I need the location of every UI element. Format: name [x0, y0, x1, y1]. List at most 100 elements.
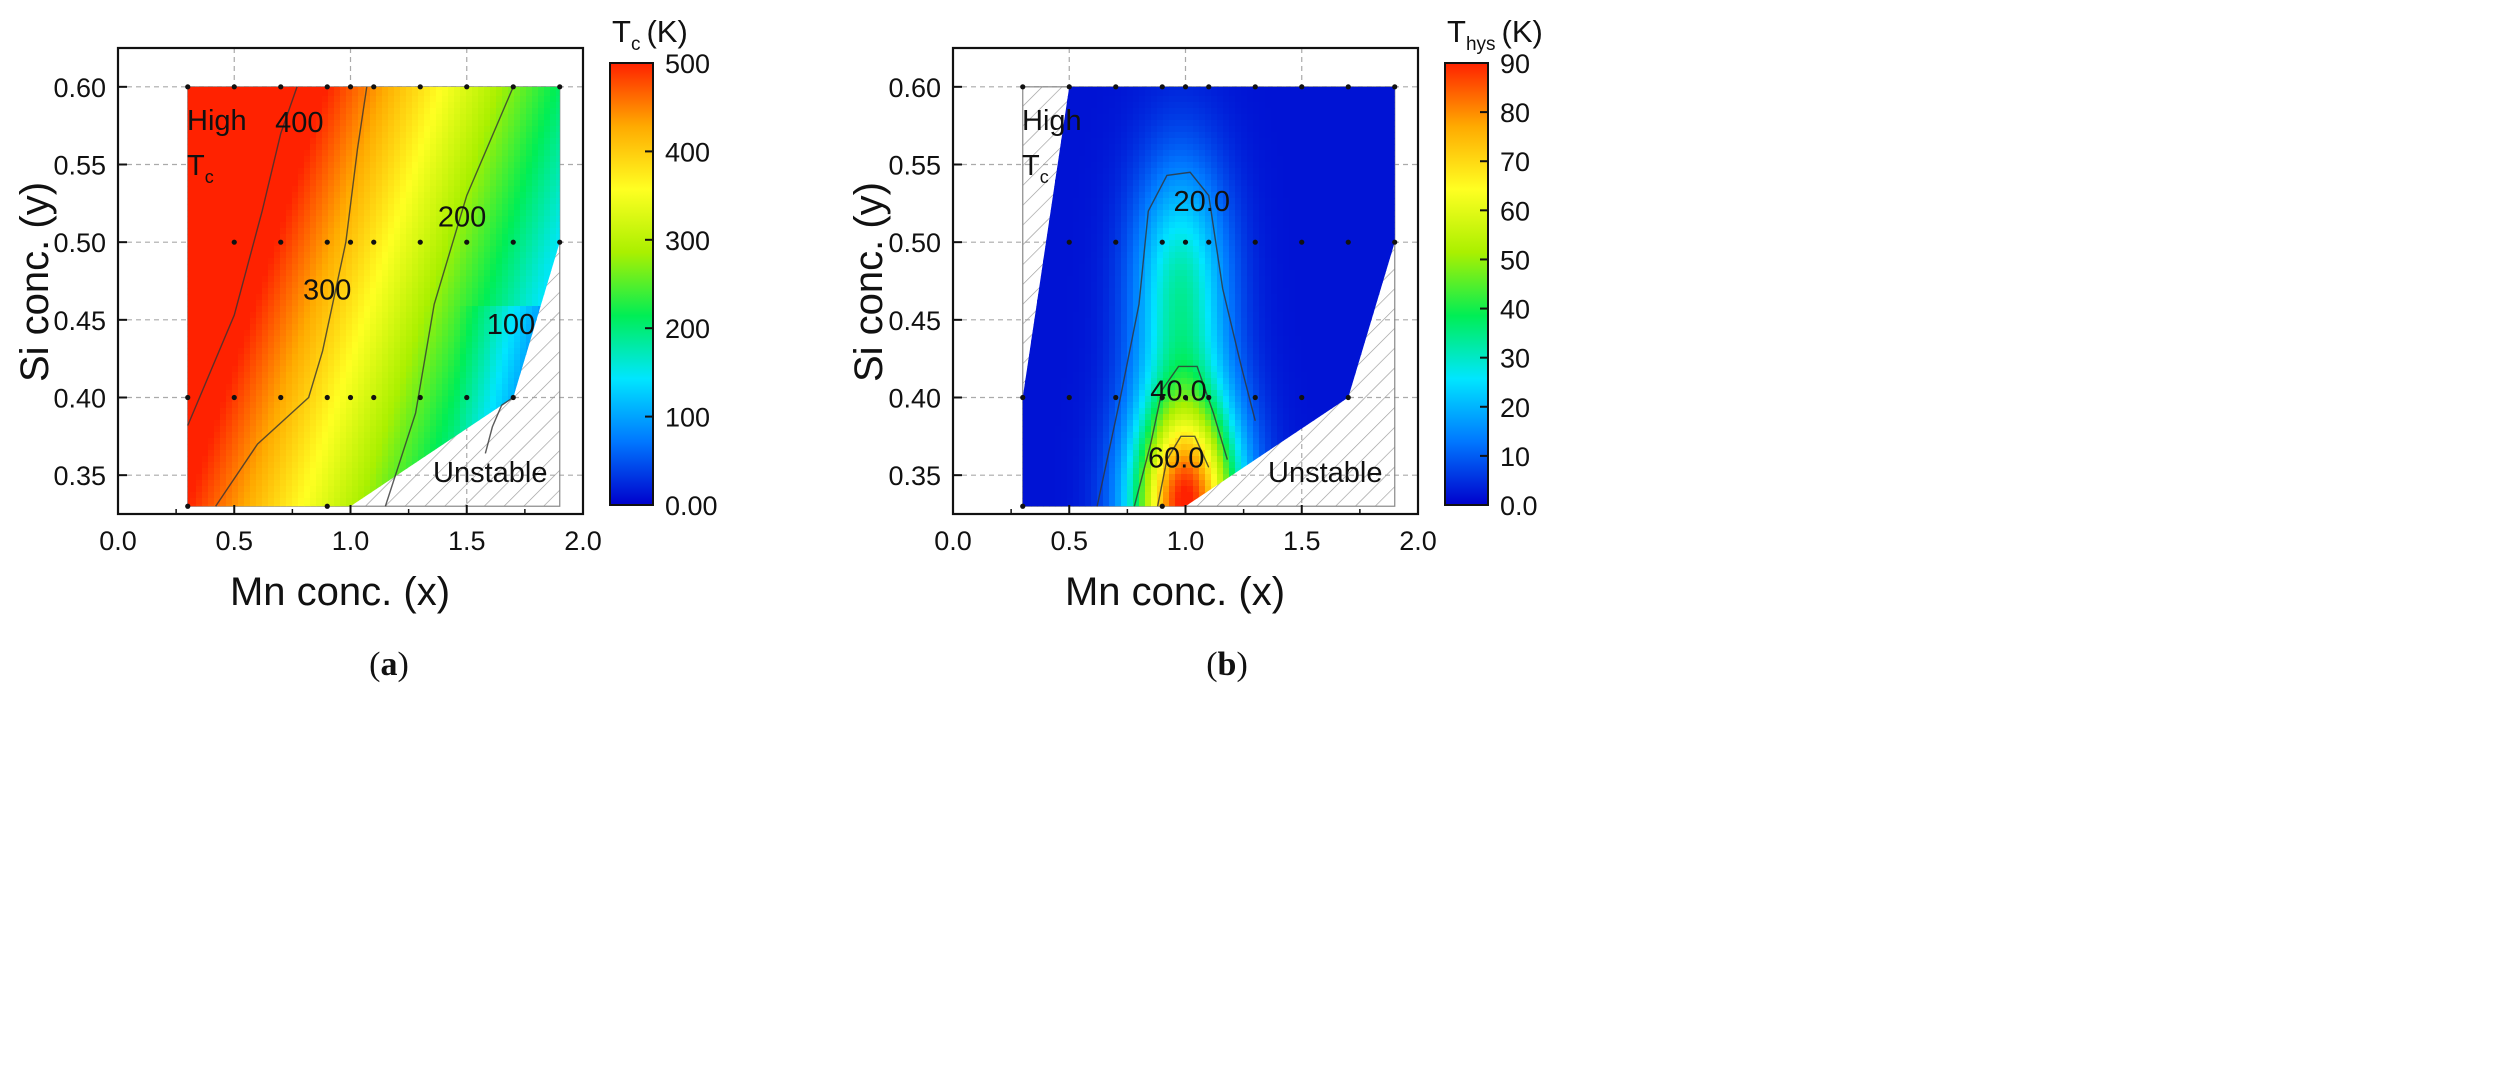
heat-cell: [460, 138, 467, 145]
heat-cell: [388, 150, 395, 157]
heat-cell: [130, 462, 137, 469]
heat-cell: [244, 474, 251, 481]
heat-cell: [124, 54, 131, 61]
heat-cell: [352, 222, 359, 229]
heat-cell: [142, 168, 149, 175]
heat-cell: [142, 324, 149, 331]
heat-cell: [124, 462, 131, 469]
heat-cell: [292, 456, 299, 463]
heat-cell: [400, 102, 407, 109]
heat-cell: [490, 258, 497, 265]
heat-cell: [154, 306, 161, 313]
heat-cell: [316, 498, 323, 505]
heat-cell: [250, 438, 257, 445]
heat-cell: [394, 138, 401, 145]
heat-cell: [340, 312, 347, 319]
heat-cell: [238, 54, 245, 61]
heat-cell: [202, 198, 209, 205]
heat-cell: [286, 402, 293, 409]
heat-cell: [232, 462, 239, 469]
heat-cell: [298, 156, 305, 163]
heat-cell: [172, 432, 179, 439]
heat-cell: [160, 414, 167, 421]
heat-cell: [208, 294, 215, 301]
heat-cell: [322, 150, 329, 157]
heat-cell: [472, 330, 479, 337]
heat-cell: [364, 450, 371, 457]
heat-cell: [472, 324, 479, 331]
heat-cell: [382, 378, 389, 385]
heat-cell: [274, 432, 281, 439]
heat-cell: [202, 492, 209, 499]
heat-cell: [286, 66, 293, 73]
heat-cell: [286, 462, 293, 469]
heat-cell: [418, 252, 425, 259]
heat-cell: [160, 258, 167, 265]
heat-cell: [382, 390, 389, 397]
heat-cell: [430, 396, 437, 403]
heat-cell: [190, 204, 197, 211]
heat-cell: [214, 168, 221, 175]
heat-cell: [154, 390, 161, 397]
heat-cell: [388, 180, 395, 187]
heat-cell: [496, 186, 503, 193]
heat-cell: [328, 246, 335, 253]
heat-cell: [274, 354, 281, 361]
heat-cell: [364, 258, 371, 265]
heat-cell: [382, 240, 389, 247]
heat-cell: [340, 360, 347, 367]
heat-cell: [238, 162, 245, 169]
heat-cell: [298, 318, 305, 325]
heat-cell: [256, 192, 263, 199]
heat-cell: [136, 420, 143, 427]
heat-cell: [352, 246, 359, 253]
heat-cell: [130, 192, 137, 199]
heat-cell: [334, 444, 341, 451]
heat-cell: [226, 216, 233, 223]
heat-cell: [460, 90, 467, 97]
heat-cell: [472, 234, 479, 241]
heat-cell: [178, 408, 185, 415]
heat-cell: [208, 426, 215, 433]
heat-cell: [394, 192, 401, 199]
heat-cell: [466, 342, 473, 349]
heat-cell: [334, 216, 341, 223]
heat-cell: [124, 480, 131, 487]
heat-cell: [124, 186, 131, 193]
heat-cell: [322, 138, 329, 145]
heat-cell: [238, 402, 245, 409]
heat-cell: [130, 486, 137, 493]
heat-cell: [178, 66, 185, 73]
heat-cell: [136, 60, 143, 67]
heat-cell: [388, 84, 395, 91]
heat-cell: [304, 354, 311, 361]
heat-cell: [262, 138, 269, 145]
heat-cell: [286, 312, 293, 319]
heat-cell: [424, 348, 431, 355]
heat-cell: [124, 96, 131, 103]
heat-cell: [292, 462, 299, 469]
heat-cell: [238, 444, 245, 451]
heat-cell: [358, 450, 365, 457]
heat-cell: [280, 360, 287, 367]
heat-cell: [376, 330, 383, 337]
heat-cell: [448, 354, 455, 361]
heat-cell: [286, 432, 293, 439]
heat-cell: [310, 54, 317, 61]
heat-cell: [286, 474, 293, 481]
heat-cell: [130, 234, 137, 241]
heat-cell: [124, 120, 131, 127]
heat-cell: [424, 420, 431, 427]
heat-cell: [388, 426, 395, 433]
heat-cell: [136, 294, 143, 301]
heat-cell: [316, 474, 323, 481]
heat-cell: [262, 420, 269, 427]
heat-cell: [160, 468, 167, 475]
heat-cell: [226, 192, 233, 199]
heat-cell: [298, 324, 305, 331]
heat-cell: [280, 180, 287, 187]
heat-cell: [142, 288, 149, 295]
heat-cell: [484, 276, 491, 283]
heat-cell: [394, 450, 401, 457]
heat-cell: [472, 264, 479, 271]
